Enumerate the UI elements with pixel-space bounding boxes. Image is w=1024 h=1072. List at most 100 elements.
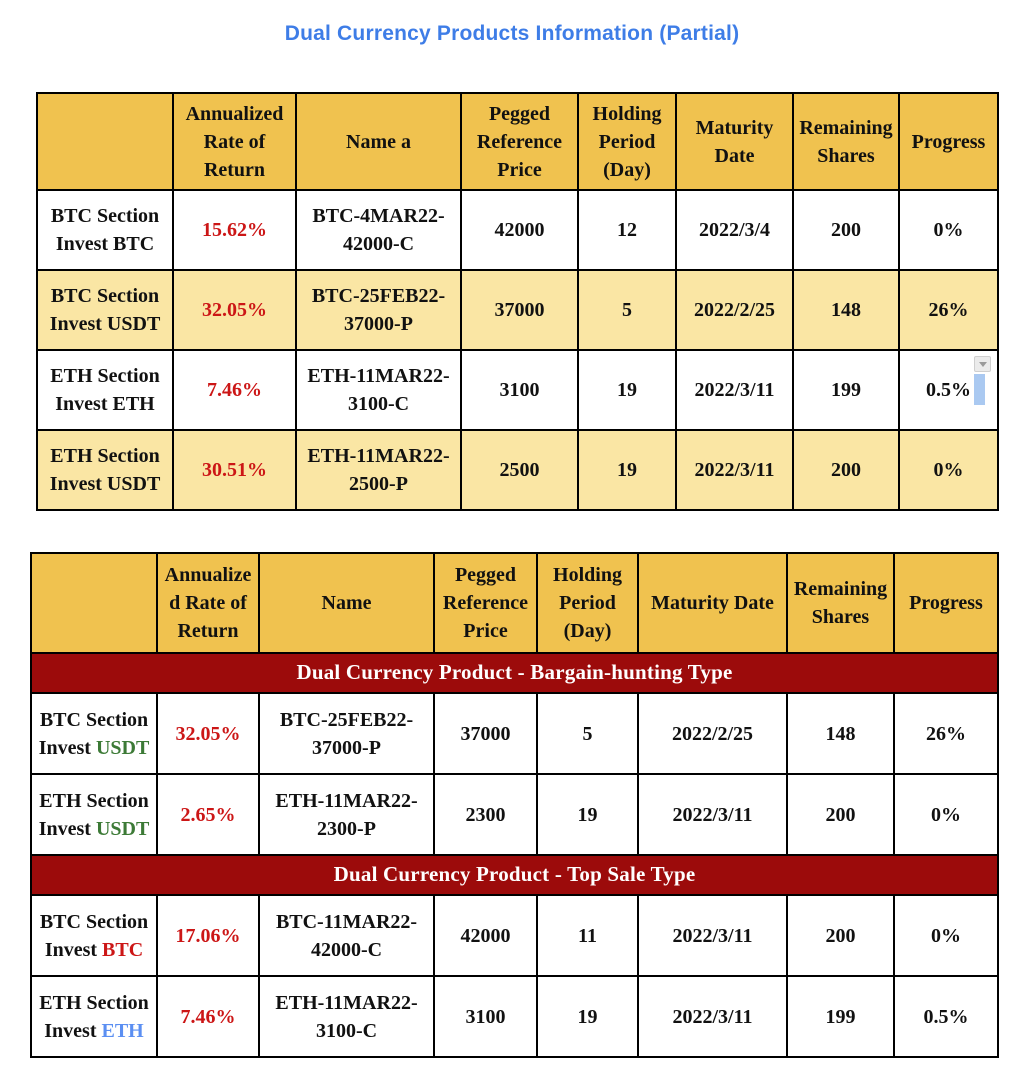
- progress-cell: 0%: [893, 773, 999, 856]
- maturity-date-cell: 2022/2/25: [637, 692, 788, 775]
- table-header-row: Annualized Rate of Return Name Pegged Re…: [30, 552, 999, 654]
- maturity-date-cell: 2022/3/11: [675, 429, 794, 511]
- currency-label: USDT: [95, 736, 150, 759]
- remaining-shares-cell: 148: [786, 692, 895, 775]
- remaining-shares-cell: 199: [786, 975, 895, 1058]
- header-cell-holding-period: Holding Period (Day): [536, 552, 639, 654]
- remaining-shares-cell: 200: [786, 773, 895, 856]
- section-label: BTC Section: [50, 205, 160, 227]
- rate-cell: 30.51%: [172, 429, 297, 511]
- product-name-cell: ETH-11MAR22-3100-C: [295, 349, 462, 431]
- product-name-cell: BTC-25FEB22-37000-P: [258, 692, 435, 775]
- chevron-down-icon[interactable]: [974, 356, 991, 372]
- header-cell-maturity-date: Maturity Date: [637, 552, 788, 654]
- table-row: ETH Section Invest ETH 7.46% ETH-11MAR22…: [36, 349, 999, 431]
- progress-cell: 0.5%: [893, 975, 999, 1058]
- maturity-date-cell: 2022/3/11: [637, 894, 788, 977]
- product-name-cell: BTC-11MAR22-42000-C: [258, 894, 435, 977]
- table-row: BTC Section Invest USDT 32.05% BTC-25FEB…: [36, 269, 999, 351]
- pegged-price-cell: 2500: [460, 429, 579, 511]
- pegged-price-cell: 3100: [433, 975, 538, 1058]
- rate-cell: 32.05%: [172, 269, 297, 351]
- header-cell-name: Name a: [295, 92, 462, 191]
- progress-value: 0.5%: [926, 379, 971, 401]
- invest-label: Invest USDT: [49, 473, 161, 495]
- section-label: ETH Section: [50, 445, 160, 467]
- section-label: BTC Section: [39, 708, 149, 731]
- maturity-date-cell: 2022/3/11: [637, 975, 788, 1058]
- progress-cell: 0%: [893, 894, 999, 977]
- section-cell: ETH Section Invest USDT: [36, 429, 174, 511]
- maturity-date-cell: 2022/3/11: [637, 773, 788, 856]
- section-cell: BTC Section Invest BTC: [36, 189, 174, 271]
- section-cell: ETH Section Invest ETH: [30, 975, 158, 1058]
- rate-cell: 17.06%: [156, 894, 260, 977]
- holding-period-cell: 19: [577, 349, 677, 431]
- holding-period-cell: 19: [577, 429, 677, 511]
- progress-cell: 0%: [898, 429, 999, 511]
- header-cell-remaining-shares: Remaining Shares: [786, 552, 895, 654]
- banner-row-bargain-hunting: Dual Currency Product - Bargain-hunting …: [30, 652, 999, 694]
- remaining-shares-cell: 200: [792, 189, 900, 271]
- dual-currency-table-bottom: Annualized Rate of Return Name Pegged Re…: [30, 552, 999, 1058]
- holding-period-cell: 5: [577, 269, 677, 351]
- table-row: BTC Section Invest BTC 17.06% BTC-11MAR2…: [30, 894, 999, 977]
- section-label: ETH Section: [39, 991, 149, 1014]
- pegged-price-cell: 42000: [460, 189, 579, 271]
- product-name-cell: ETH-11MAR22-2500-P: [295, 429, 462, 511]
- holding-period-cell: 11: [536, 894, 639, 977]
- section-cell: ETH Section Invest USDT: [30, 773, 158, 856]
- banner-label: Dual Currency Product - Bargain-hunting …: [30, 652, 999, 694]
- section-label: BTC Section: [39, 910, 149, 933]
- progress-cell: 0%: [898, 189, 999, 271]
- invest-label: Invest USDT: [38, 736, 150, 759]
- product-name-cell: ETH-11MAR22-2300-P: [258, 773, 435, 856]
- header-cell-maturity-date: Maturity Date: [675, 92, 794, 191]
- rate-cell: 15.62%: [172, 189, 297, 271]
- holding-period-cell: 5: [536, 692, 639, 775]
- table-row: ETH Section Invest USDT 30.51% ETH-11MAR…: [36, 429, 999, 511]
- header-cell-progress: Progress: [898, 92, 999, 191]
- progress-cell: 0.5%: [898, 349, 999, 431]
- holding-period-cell: 19: [536, 975, 639, 1058]
- product-name-cell: BTC-4MAR22-42000-C: [295, 189, 462, 271]
- header-cell-blank: [30, 552, 158, 654]
- pegged-price-cell: 37000: [460, 269, 579, 351]
- invest-label: Invest USDT: [49, 313, 161, 335]
- progress-cell: 26%: [893, 692, 999, 775]
- rate-cell: 32.05%: [156, 692, 260, 775]
- pegged-price-cell: 42000: [433, 894, 538, 977]
- holding-period-cell: 12: [577, 189, 677, 271]
- maturity-date-cell: 2022/2/25: [675, 269, 794, 351]
- header-cell-blank: [36, 92, 174, 191]
- pegged-price-cell: 37000: [433, 692, 538, 775]
- section-cell: BTC Section Invest USDT: [36, 269, 174, 351]
- section-cell: BTC Section Invest BTC: [30, 894, 158, 977]
- page-title: Dual Currency Products Information (Part…: [284, 22, 740, 45]
- header-cell-name: Name: [258, 552, 435, 654]
- section-cell: ETH Section Invest ETH: [36, 349, 174, 431]
- product-name-cell: BTC-25FEB22-37000-P: [295, 269, 462, 351]
- progress-cell: 26%: [898, 269, 999, 351]
- header-cell-holding-period: Holding Period (Day): [577, 92, 677, 191]
- section-label: BTC Section: [50, 285, 160, 307]
- holding-period-cell: 19: [536, 773, 639, 856]
- remaining-shares-cell: 200: [786, 894, 895, 977]
- section-label: ETH Section: [50, 365, 160, 387]
- rate-cell: 7.46%: [156, 975, 260, 1058]
- maturity-date-cell: 2022/3/11: [675, 349, 794, 431]
- remaining-shares-cell: 148: [792, 269, 900, 351]
- invest-label: Invest BTC: [55, 233, 155, 255]
- maturity-date-cell: 2022/3/4: [675, 189, 794, 271]
- pegged-price-cell: 2300: [433, 773, 538, 856]
- header-cell-annualized-rate: Annualized Rate of Return: [156, 552, 260, 654]
- invest-label: Invest BTC: [44, 938, 144, 961]
- product-name-cell: ETH-11MAR22-3100-C: [258, 975, 435, 1058]
- header-cell-annualized-rate: Annualized Rate of Return: [172, 92, 297, 191]
- pegged-price-cell: 3100: [460, 349, 579, 431]
- scrollbar-thumb[interactable]: [974, 374, 985, 405]
- banner-label: Dual Currency Product - Top Sale Type: [30, 854, 999, 896]
- header-cell-progress: Progress: [893, 552, 999, 654]
- currency-label: ETH: [101, 1019, 144, 1042]
- header-cell-remaining-shares: Remaining Shares: [792, 92, 900, 191]
